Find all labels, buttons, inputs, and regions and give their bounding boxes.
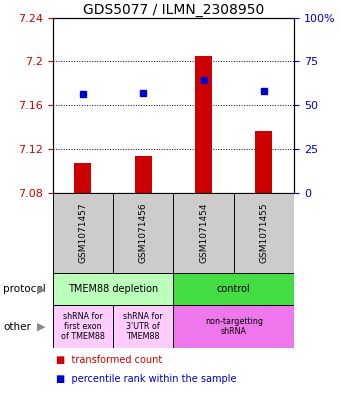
Bar bbox=[113, 305, 173, 348]
Bar bbox=[195, 56, 212, 193]
Text: ▶: ▶ bbox=[37, 284, 46, 294]
Text: GSM1071456: GSM1071456 bbox=[139, 202, 148, 263]
Bar bbox=[173, 305, 294, 348]
Text: GSM1071457: GSM1071457 bbox=[79, 202, 87, 263]
Text: GSM1071455: GSM1071455 bbox=[259, 202, 268, 263]
Text: shRNA for
3'UTR of
TMEM88: shRNA for 3'UTR of TMEM88 bbox=[123, 312, 163, 342]
Title: GDS5077 / ILMN_2308950: GDS5077 / ILMN_2308950 bbox=[83, 3, 264, 17]
Bar bbox=[74, 163, 91, 193]
Bar bbox=[113, 193, 173, 273]
Bar bbox=[173, 193, 234, 273]
Text: GSM1071454: GSM1071454 bbox=[199, 203, 208, 263]
Bar bbox=[234, 193, 294, 273]
Bar bbox=[135, 156, 152, 193]
Text: TMEM88 depletion: TMEM88 depletion bbox=[68, 284, 158, 294]
Bar bbox=[53, 305, 113, 348]
Text: control: control bbox=[217, 284, 251, 294]
Text: ■  transformed count: ■ transformed count bbox=[56, 355, 163, 365]
Bar bbox=[255, 131, 272, 193]
Text: non-targetting
shRNA: non-targetting shRNA bbox=[205, 317, 263, 336]
Bar bbox=[53, 273, 173, 305]
Text: shRNA for
first exon
of TMEM88: shRNA for first exon of TMEM88 bbox=[61, 312, 105, 342]
Text: protocol: protocol bbox=[3, 284, 46, 294]
Bar bbox=[53, 193, 113, 273]
Text: other: other bbox=[3, 321, 31, 332]
Text: ■  percentile rank within the sample: ■ percentile rank within the sample bbox=[56, 373, 237, 384]
Bar bbox=[173, 273, 294, 305]
Text: ▶: ▶ bbox=[37, 321, 46, 332]
